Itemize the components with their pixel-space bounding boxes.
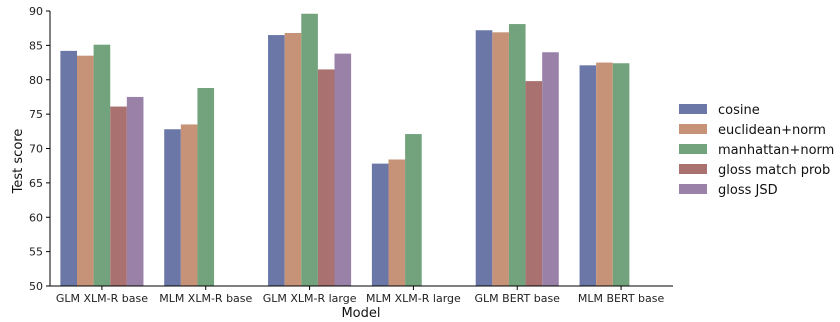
bar: [492, 32, 509, 286]
y-tick-label: 55: [29, 246, 43, 259]
bar: [301, 13, 318, 286]
legend-label: gloss JSD: [718, 183, 778, 198]
y-tick-label: 70: [29, 143, 43, 156]
x-tick-label: MLM BERT base: [578, 292, 665, 305]
x-tick-label: MLM XLM-R base: [159, 292, 252, 305]
x-axis: GLM XLM-R base MLM XLM-R base GLM XLM-R la…: [50, 285, 673, 305]
bar: [542, 52, 559, 286]
x-axis-label: Model: [341, 306, 380, 321]
bar: [579, 65, 597, 286]
bar: [76, 55, 94, 286]
legend-swatch: [679, 124, 707, 134]
bar: [110, 106, 127, 286]
y-tick-label: 65: [29, 177, 43, 190]
bar: [60, 50, 77, 286]
x-tick-label: MLM XLM-R large: [366, 292, 461, 305]
legend-label: euclidean+norm: [718, 123, 826, 138]
bar: [612, 63, 630, 286]
x-tick-label: GLM XLM-R large: [263, 292, 357, 305]
y-tick-label: 90: [29, 5, 43, 18]
legend-swatch: [679, 144, 707, 154]
y-tick-label: 60: [29, 211, 43, 224]
bar: [388, 159, 406, 286]
bar: [596, 62, 613, 286]
bar: [126, 96, 144, 286]
bars: [60, 13, 630, 286]
bar: [180, 124, 198, 286]
y-tick-label: 80: [29, 74, 43, 87]
bar: [197, 88, 215, 286]
x-tick-label: GLM BERT base: [475, 292, 561, 305]
legend-swatch: [679, 184, 707, 194]
y-axis: 50 55 60 65 70 75 80 85 90: [29, 5, 51, 293]
legend-label: cosine: [718, 103, 760, 118]
legend-swatch: [679, 104, 707, 114]
bar: [405, 134, 422, 286]
bar: [317, 69, 335, 286]
bar: [371, 163, 389, 286]
legend: cosine euclidean+norm manhattan+norm gloss …: [679, 103, 834, 198]
bar: [475, 30, 493, 286]
y-tick-label: 85: [29, 39, 43, 52]
x-tick-label: GLM XLM-R base: [56, 292, 148, 305]
bar: [164, 129, 181, 286]
y-axis-label: Test score: [11, 129, 26, 195]
legend-label: gloss match prob: [718, 163, 830, 178]
bar: [284, 33, 302, 286]
bar: [334, 53, 352, 286]
y-tick-label: 75: [29, 108, 43, 121]
y-tick-label: 50: [29, 280, 43, 293]
bar: [93, 44, 111, 286]
bar: [268, 35, 285, 286]
bar: [525, 81, 543, 286]
bar: [508, 24, 526, 286]
legend-swatch: [679, 164, 707, 174]
legend-label: manhattan+norm: [718, 143, 834, 158]
